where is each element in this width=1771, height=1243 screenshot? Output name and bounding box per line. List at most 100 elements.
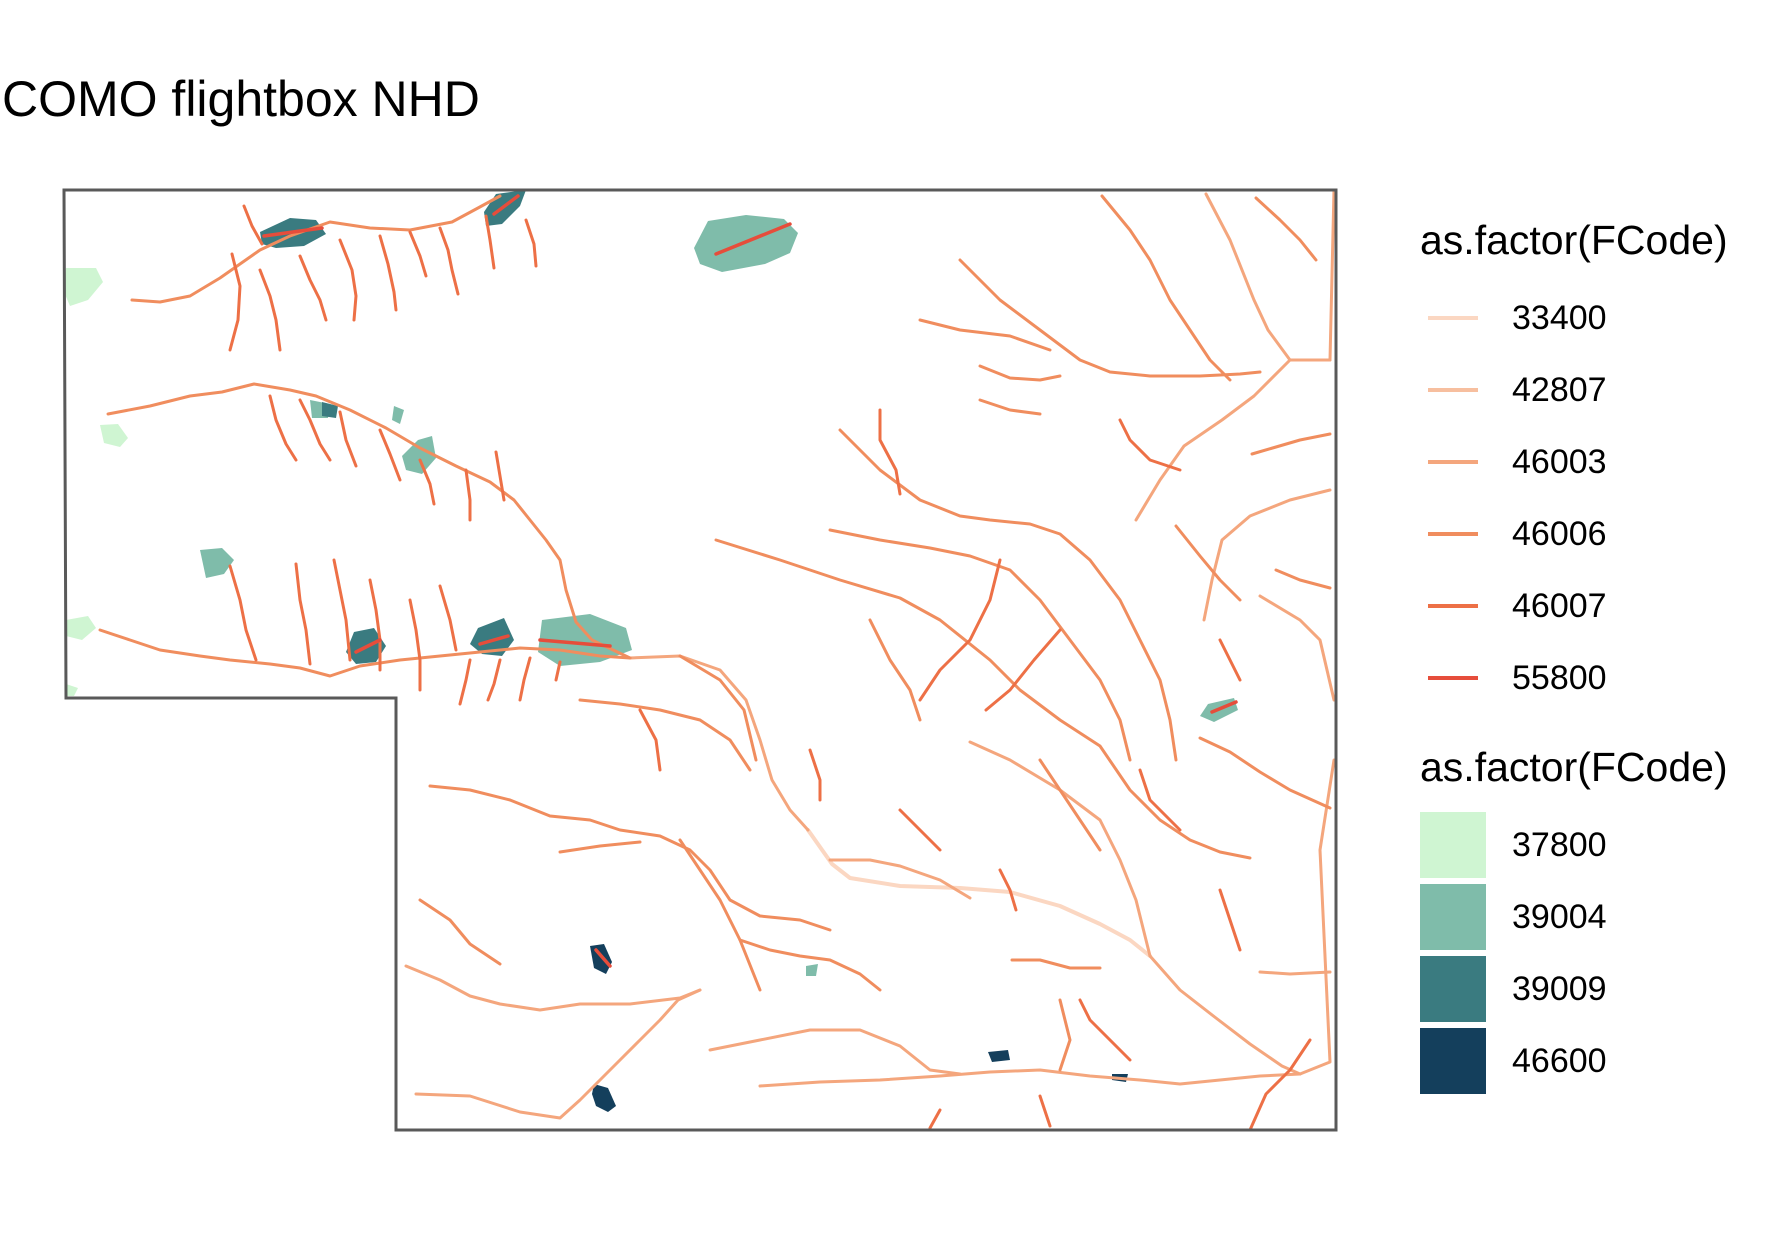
flowline-46007 <box>638 708 662 772</box>
flowline-46007 <box>294 562 312 666</box>
flowline-46007 <box>408 230 428 278</box>
flowline-46007 <box>408 598 422 692</box>
legend-item-46003: 46003 <box>1420 429 1607 495</box>
flowline-46006 <box>418 898 502 966</box>
flowline-46007 <box>378 234 398 312</box>
flowline-55800 <box>1210 700 1238 714</box>
flowline-46003 <box>708 1028 962 1076</box>
legend-key-fill <box>1420 1028 1486 1094</box>
flowline-46007 <box>258 268 282 352</box>
flowline-46007 <box>928 1108 942 1130</box>
legend-key-swatch <box>1428 604 1478 608</box>
legend-key-swatch <box>1428 460 1478 464</box>
flowline-46003 <box>968 740 1152 958</box>
flowline-46007 <box>228 252 242 352</box>
flowline-46007 <box>458 658 472 706</box>
legend-waterbodies: as.factor(FCode) 37800 39004 39009 46600 <box>1420 747 1728 1094</box>
legend-label: 33400 <box>1512 298 1607 337</box>
legend-label: 55800 <box>1512 658 1607 697</box>
legend-key-swatch <box>1428 676 1478 680</box>
legend-item-46007: 46007 <box>1420 573 1607 639</box>
flowline-46003 <box>1148 954 1302 1076</box>
flowline-46006 <box>678 838 762 992</box>
flowline-46007 <box>1218 638 1242 682</box>
flowline-46006 <box>978 364 1062 382</box>
flowline-46003 <box>414 988 702 1120</box>
legend-label: 39009 <box>1512 969 1607 1008</box>
flowline-46007 <box>1248 1038 1312 1132</box>
legend-label: 46600 <box>1512 1041 1607 1080</box>
flowline-46007 <box>464 468 472 522</box>
waterbody-39004 <box>538 614 632 666</box>
legend-key-swatch <box>1428 316 1478 320</box>
legend-key-line <box>1420 645 1486 711</box>
legend-key-swatch <box>1428 388 1478 392</box>
flowline-46007 <box>1118 418 1182 472</box>
flowline-46007 <box>494 450 506 502</box>
waterbody-46600 <box>988 1050 1010 1062</box>
legend-flowlines: as.factor(FCode) 33400 42807 46003 46006 460… <box>1420 220 1728 697</box>
legend-label: 46003 <box>1512 442 1607 481</box>
flowline-46006 <box>714 538 1252 860</box>
flowline-46003 <box>1328 188 1336 362</box>
legend-item-55800: 55800 <box>1420 645 1607 711</box>
flowline-46007 <box>998 868 1018 912</box>
flowline-46007 <box>898 808 942 852</box>
flowline-46006 <box>678 654 758 762</box>
waterbody-46600 <box>590 944 612 974</box>
legend-item-42807: 42807 <box>1420 357 1607 423</box>
flowline-55800 <box>478 634 510 646</box>
flowline-46007 <box>338 410 358 468</box>
flowline-46006 <box>130 194 502 304</box>
waterbody-39004 <box>402 436 436 474</box>
flightbox-boundary <box>62 188 1338 1132</box>
flowline-46006 <box>918 318 1052 352</box>
flowline-46006 <box>1038 758 1102 852</box>
flowline-55800 <box>594 948 612 968</box>
waterbody-37800 <box>64 268 103 306</box>
flowline-46006 <box>98 628 632 678</box>
waterbody-37800 <box>66 616 96 640</box>
flowline-55800 <box>262 226 324 238</box>
flowline-46007 <box>486 658 502 702</box>
flowline-46007 <box>298 398 332 462</box>
flowline-46007 <box>378 428 402 482</box>
flowline-46003 <box>1134 358 1292 522</box>
legend-item-46006: 46006 <box>1420 501 1607 567</box>
flowline-46007 <box>298 254 328 322</box>
waterbody-39009 <box>484 190 526 226</box>
flowline-46003 <box>828 858 972 900</box>
flowline-46007 <box>1038 1094 1052 1128</box>
flowline-46003 <box>1204 192 1332 362</box>
waterbody-39009 <box>470 618 514 656</box>
legend-key-line <box>1420 501 1486 567</box>
waterbody-39004 <box>200 548 234 578</box>
flowline-46007 <box>554 660 562 682</box>
flowline-46006 <box>428 784 832 932</box>
flowline-55800 <box>354 638 382 654</box>
legend-key-fill <box>1420 812 1486 878</box>
legend-label: 46007 <box>1512 586 1607 625</box>
flowline-46006 <box>1100 194 1232 382</box>
waterbody-39009 <box>322 402 338 418</box>
flowline-46007 <box>438 226 460 296</box>
flowline-46007 <box>484 214 496 270</box>
legend-key-line <box>1420 573 1486 639</box>
legend-label: 37800 <box>1512 825 1607 864</box>
legend-item-39004: 39004 <box>1420 884 1607 950</box>
legend-key-line <box>1420 285 1486 351</box>
flowline-46006 <box>1254 196 1318 262</box>
flowline-46007 <box>918 558 1002 702</box>
flowline-46007 <box>332 558 352 662</box>
waterbody-37800 <box>100 424 128 447</box>
flowline-46007 <box>338 238 358 322</box>
waterbody-layer <box>64 190 1238 1112</box>
flowline-46006 <box>828 528 1132 762</box>
flowline-46007 <box>1138 768 1182 832</box>
flowline-46006 <box>978 398 1042 416</box>
flowline-46007 <box>878 408 902 496</box>
flowline-46007 <box>368 578 382 672</box>
legend-item-33400: 33400 <box>1420 285 1607 351</box>
flowline-46006 <box>1174 524 1242 602</box>
flowline-46007 <box>808 748 822 802</box>
